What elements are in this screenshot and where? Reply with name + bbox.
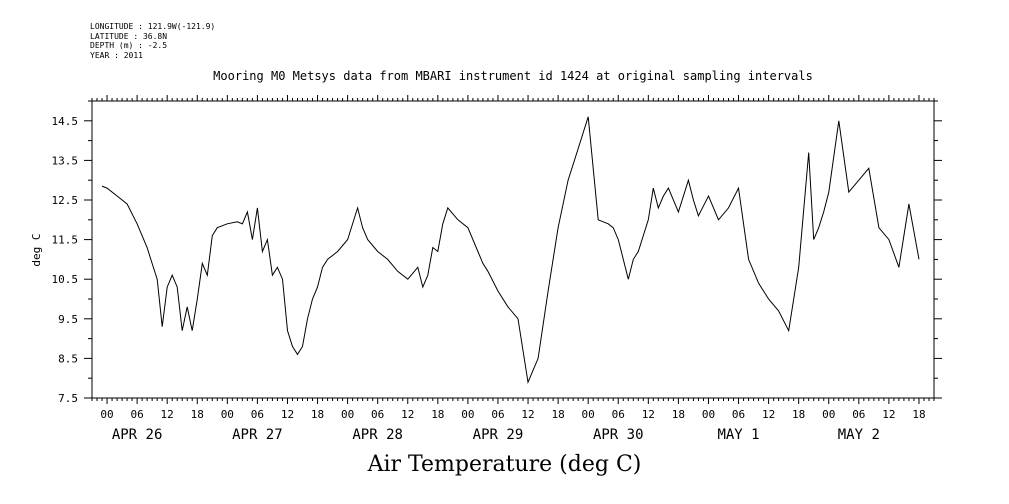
- y-tick-label: 14.5: [52, 115, 79, 128]
- x-tick-label: 06: [852, 408, 865, 421]
- x-tick-label: 12: [642, 408, 655, 421]
- chart-title: Mooring M0 Metsys data from MBARI instru…: [213, 69, 813, 83]
- y-axis-label: deg C: [30, 233, 43, 266]
- x-tick-label: 18: [311, 408, 324, 421]
- x-tick-label: 18: [191, 408, 204, 421]
- meta-year: YEAR : 2011: [90, 50, 143, 60]
- x-tick-label: 18: [912, 408, 925, 421]
- plot-frame: [91, 100, 935, 399]
- x-tick-label: 06: [371, 408, 384, 421]
- x-tick-label: 06: [251, 408, 264, 421]
- y-tick-label: 11.5: [52, 234, 79, 247]
- x-tick-label: 00: [221, 408, 234, 421]
- x-tick-label: 06: [732, 408, 745, 421]
- day-label: MAY 2: [838, 427, 880, 443]
- x-tick-label: 00: [341, 408, 354, 421]
- day-label: APR 29: [473, 427, 524, 443]
- meta-latitude: LATITUDE : 36.8N: [90, 31, 168, 41]
- x-tick-label: 18: [792, 408, 805, 421]
- x-tick-label: 12: [882, 408, 895, 421]
- x-tick-label: 06: [491, 408, 504, 421]
- x-axis-title: Air Temperature (deg C): [367, 452, 642, 477]
- y-tick-label: 13.5: [52, 154, 79, 167]
- x-tick-label: 18: [672, 408, 685, 421]
- x-tick-label: 18: [431, 408, 444, 421]
- day-label: APR 27: [232, 427, 283, 443]
- x-tick-label: 06: [612, 408, 625, 421]
- x-tick-label: 18: [551, 408, 564, 421]
- x-tick-label: 12: [401, 408, 414, 421]
- x-tick-label: 00: [100, 408, 113, 421]
- day-label: APR 30: [593, 427, 644, 443]
- day-label: APR 26: [112, 427, 163, 443]
- meta-depth: DEPTH (m) : -2.5: [90, 41, 168, 50]
- metadata-block: LONGITUDE : 121.9W(-121.9) LATITUDE : 36…: [90, 22, 215, 60]
- day-label: MAY 1: [717, 427, 759, 443]
- y-tick-label: 9.5: [58, 313, 78, 326]
- y-tick-label: 7.5: [58, 392, 78, 405]
- x-tick-label: 12: [762, 408, 775, 421]
- y-tick-labels: 7.5 8.5 9.5 10.5 11.5 12.5 13.5 14.5: [52, 115, 79, 405]
- x-tick-label: 00: [702, 408, 715, 421]
- x-tick-label: 12: [281, 408, 294, 421]
- meta-longitude: LONGITUDE : 121.9W(-121.9): [90, 22, 216, 31]
- x-tick-label: 12: [521, 408, 534, 421]
- x-tick-label: 12: [161, 408, 174, 421]
- y-tick-label: 12.5: [52, 194, 79, 207]
- y-tick-label: 8.5: [58, 352, 78, 365]
- x-tick-label: 00: [461, 408, 474, 421]
- x-tick-label: 06: [130, 408, 143, 421]
- series-line-air-temperature: [101, 116, 920, 385]
- x-tick-label: 00: [822, 408, 835, 421]
- day-labels: APR 26 APR 27 APR 28 APR 29 APR 30 MAY 1 MAY 2: [112, 427, 880, 443]
- y-tick-label: 10.5: [52, 273, 79, 286]
- axis-ticks: [84, 95, 942, 404]
- x-tick-label: 00: [582, 408, 595, 421]
- x-tick-labels: 00 06 12 18 00 06 12 18 00 06 12 18 00 06 12 18 00 06 12 18…: [100, 408, 925, 421]
- day-label: APR 28: [352, 427, 403, 443]
